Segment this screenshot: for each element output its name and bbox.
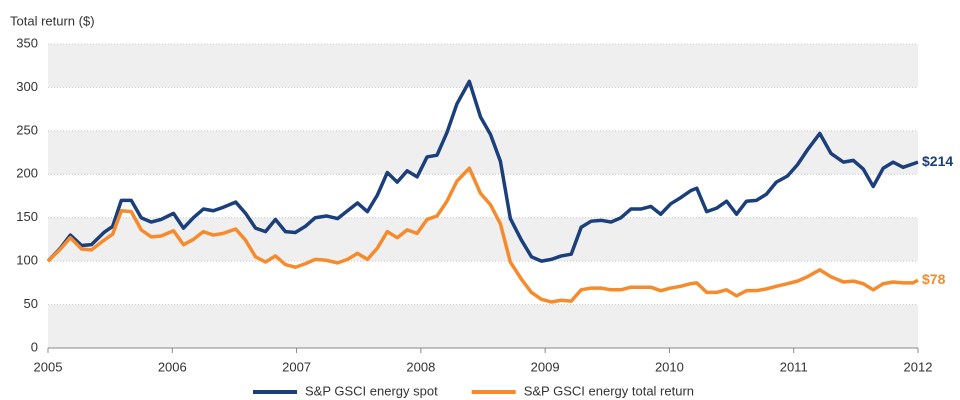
y-tick-label: 300 — [16, 79, 38, 94]
series-line — [46, 166, 919, 304]
grid-band — [48, 130, 918, 175]
x-tick-label: 2006 — [158, 359, 187, 374]
end-label: $214 — [922, 153, 953, 169]
y-tick-label: 50 — [24, 296, 38, 311]
end-label: $78 — [922, 271, 946, 287]
y-tick-label: 350 — [16, 35, 38, 50]
x-tick-label: 2010 — [655, 359, 684, 374]
grid-band — [48, 304, 918, 348]
x-tick-label: 2007 — [282, 359, 311, 374]
legend-label: S&P GSCI energy total return — [524, 383, 694, 398]
y-tick-label: 200 — [16, 166, 38, 181]
legend-label: S&P GSCI energy spot — [305, 383, 438, 398]
y-tick-label: 100 — [16, 253, 38, 268]
grid-band — [48, 44, 918, 88]
x-tick-label: 2005 — [34, 359, 63, 374]
y-axis-label: Total return ($) — [10, 13, 95, 28]
x-tick-label: 2011 — [780, 359, 808, 374]
y-tick-label: 250 — [16, 122, 38, 137]
x-tick-label: 2008 — [406, 359, 435, 374]
series-line — [46, 79, 919, 263]
x-tick-label: 2009 — [531, 359, 560, 374]
y-tick-label: 0 — [31, 339, 38, 354]
x-tick-label: 2012 — [904, 359, 933, 374]
y-tick-label: 150 — [16, 209, 38, 224]
